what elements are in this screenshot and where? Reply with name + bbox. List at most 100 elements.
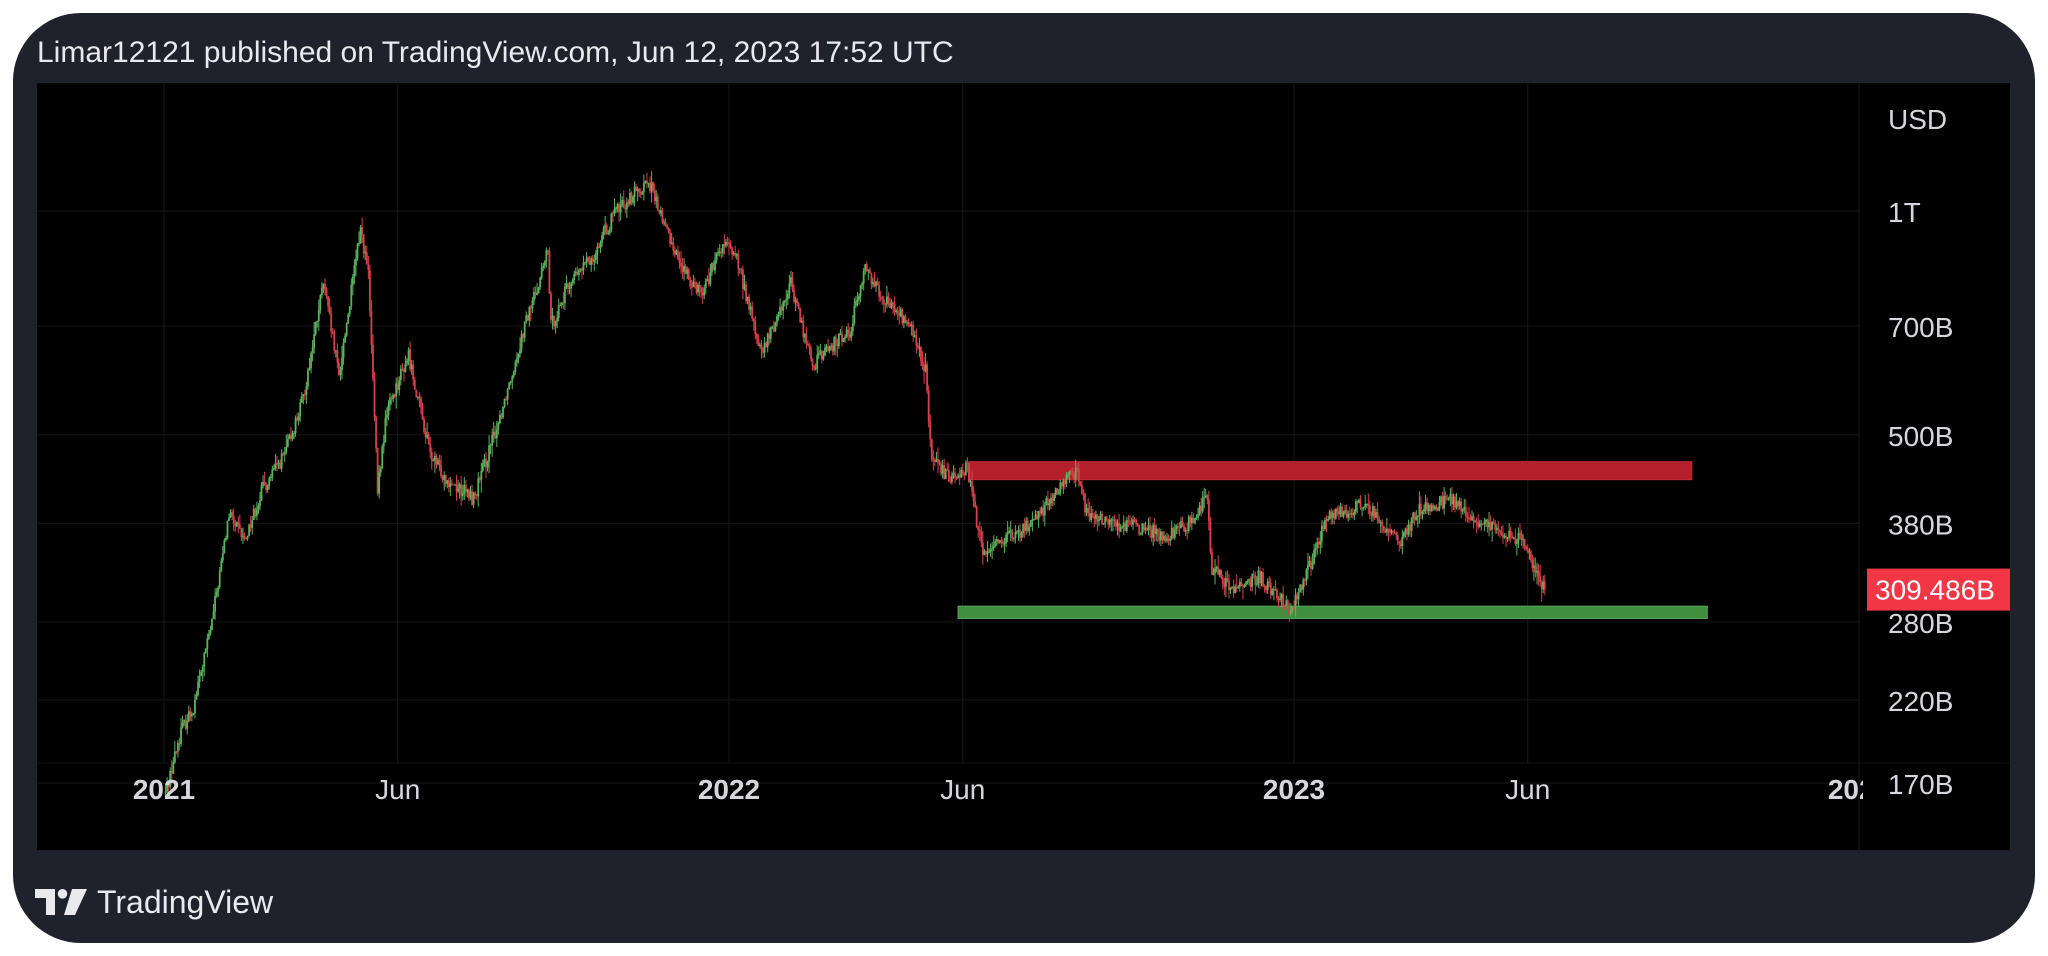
candle-body xyxy=(1094,514,1097,519)
candle xyxy=(1290,603,1292,617)
candle-body xyxy=(481,463,484,471)
candle-body xyxy=(588,260,591,265)
candle-body xyxy=(1028,526,1031,532)
candle xyxy=(839,329,842,336)
candle-body xyxy=(841,333,843,342)
candle xyxy=(358,231,360,247)
candle xyxy=(232,508,235,531)
candle-body xyxy=(1067,474,1069,476)
candle xyxy=(1195,514,1198,520)
candle-body xyxy=(443,474,446,480)
candle-body xyxy=(1203,497,1206,499)
candle xyxy=(277,459,280,469)
candle-body xyxy=(320,287,323,296)
chart-area[interactable]: 1T 700B 500B 380B 280B 220B 170B USD 309.486B 20… xyxy=(37,83,2010,850)
candle xyxy=(1351,507,1354,519)
candle xyxy=(621,196,624,207)
candle-body xyxy=(740,268,743,270)
candle xyxy=(238,514,241,529)
candle xyxy=(1516,538,1518,556)
candle xyxy=(1353,509,1356,521)
candle-body xyxy=(1125,520,1128,532)
y-tick-label: 170B xyxy=(1888,769,1953,800)
candle-body xyxy=(1364,504,1367,508)
candle-body xyxy=(622,200,625,209)
candle-body xyxy=(729,244,732,248)
candle xyxy=(892,301,894,314)
candle-body xyxy=(1153,524,1156,534)
candle xyxy=(1169,535,1172,546)
candle xyxy=(992,535,995,552)
candle-body xyxy=(926,364,929,391)
candle-body xyxy=(1279,598,1281,601)
candle-body xyxy=(362,234,365,254)
time-axis[interactable]: 2021 Jun 2022 Jun 2023 Jun 2024 xyxy=(133,774,1891,805)
candle xyxy=(847,323,850,341)
candle-body xyxy=(820,350,823,360)
candle-body xyxy=(403,369,405,372)
candle-body xyxy=(449,483,452,487)
tradingview-logo[interactable]: TradingView xyxy=(35,880,273,924)
candle-body xyxy=(469,491,472,499)
candle xyxy=(670,233,673,245)
candle xyxy=(1203,487,1206,509)
candle xyxy=(704,277,707,295)
candle xyxy=(525,311,528,324)
candle-body xyxy=(797,303,800,309)
candle-body xyxy=(252,508,255,520)
candle-body xyxy=(1423,509,1425,512)
candle-body xyxy=(557,305,560,318)
candle xyxy=(711,262,713,276)
candle-body xyxy=(232,516,235,524)
candle xyxy=(1379,519,1382,533)
candle xyxy=(1181,516,1184,527)
candle-body xyxy=(731,247,733,255)
candle-body xyxy=(1543,581,1546,590)
candle xyxy=(1166,532,1168,543)
candle xyxy=(692,274,695,288)
candle xyxy=(841,325,843,347)
candle xyxy=(519,337,521,358)
candle-body xyxy=(858,296,860,300)
candle xyxy=(1310,556,1312,576)
candle xyxy=(229,508,232,519)
candle-body xyxy=(291,433,294,439)
candle-body xyxy=(1416,515,1419,517)
support-zone[interactable] xyxy=(957,605,1708,619)
candle xyxy=(978,521,981,541)
candle-body xyxy=(416,396,419,398)
candle-body xyxy=(1508,530,1511,538)
candle xyxy=(735,252,738,260)
candle xyxy=(514,359,517,375)
candle-body xyxy=(1121,526,1124,528)
candle xyxy=(828,345,831,354)
candle xyxy=(430,447,433,470)
candle-body xyxy=(598,246,600,248)
candle xyxy=(757,334,760,347)
last-price-label[interactable]: 309.486B xyxy=(1867,568,2010,611)
y-tick-label: 220B xyxy=(1888,686,1953,717)
candle xyxy=(1036,510,1038,521)
candle-body xyxy=(1099,513,1102,520)
candle xyxy=(743,274,746,291)
candle-body xyxy=(977,527,980,530)
candle-body xyxy=(266,485,269,491)
candle-body xyxy=(1232,586,1235,594)
candle-body xyxy=(1310,560,1312,569)
candle-body xyxy=(303,394,306,396)
candle xyxy=(480,462,483,493)
candle xyxy=(1319,531,1322,554)
candle xyxy=(1421,510,1424,520)
candle-body xyxy=(497,423,500,430)
candle-body xyxy=(585,257,588,263)
candle xyxy=(974,493,977,508)
candle xyxy=(1226,570,1229,583)
candle-body xyxy=(1398,541,1401,544)
candle-body xyxy=(542,265,545,268)
candle xyxy=(1450,486,1453,513)
candle xyxy=(1344,505,1346,515)
candle-body xyxy=(283,452,286,455)
candle xyxy=(783,299,786,307)
